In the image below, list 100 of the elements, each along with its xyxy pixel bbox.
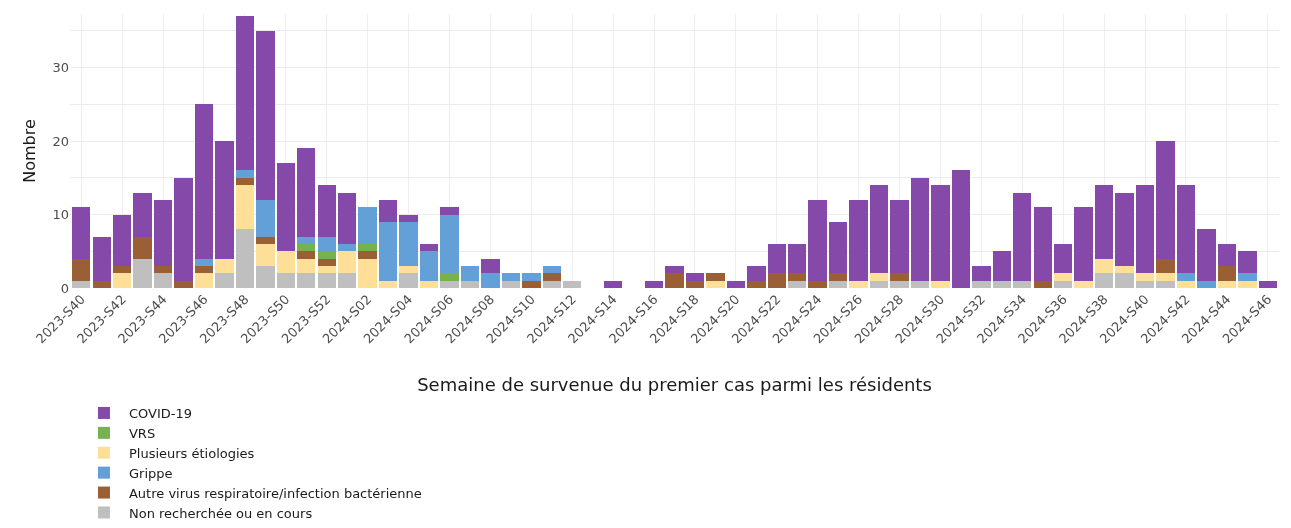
bar: [1013, 280, 1032, 288]
bar: [1156, 280, 1175, 288]
bar: [256, 236, 275, 244]
bar: [1258, 280, 1277, 288]
bar: [174, 177, 193, 281]
bar: [297, 236, 316, 244]
bar: [215, 141, 234, 259]
y-axis-title: Nombre: [20, 119, 40, 183]
bar: [767, 243, 786, 274]
bar: [256, 199, 275, 237]
bar: [890, 199, 909, 274]
bar: [153, 273, 173, 288]
y-tick-label: 30: [52, 60, 69, 76]
bar: [297, 258, 316, 274]
bar: [317, 236, 336, 252]
bar: [153, 265, 173, 274]
bar: [1094, 273, 1114, 288]
bar: [951, 170, 971, 288]
bar: [256, 243, 275, 266]
bar: [194, 265, 214, 274]
bar: [1135, 273, 1155, 281]
bar: [297, 243, 316, 252]
bar: [419, 280, 439, 288]
bar: [931, 185, 950, 281]
bar: [788, 243, 807, 274]
bar: [1156, 141, 1175, 259]
bar: [501, 280, 521, 288]
bar: [1115, 273, 1134, 288]
bar: [747, 265, 766, 281]
bar: [256, 265, 275, 288]
bar: [1156, 273, 1175, 281]
bar: [1197, 229, 1216, 281]
bar: [194, 273, 214, 288]
bar: [1217, 280, 1237, 288]
bar: [542, 265, 561, 274]
bar: [931, 280, 950, 288]
legend-label: Grippe: [128, 465, 173, 481]
bar: [235, 177, 255, 186]
bar: [317, 185, 336, 237]
bar: [419, 251, 439, 281]
bar: [399, 265, 418, 274]
bar: [1115, 192, 1134, 266]
bar: [522, 273, 541, 281]
bar: [235, 229, 255, 288]
bar: [1094, 258, 1114, 274]
bar: [215, 258, 234, 274]
bar: [706, 280, 725, 288]
bar: [297, 148, 316, 237]
bar: [1053, 243, 1073, 274]
bar: [992, 280, 1012, 288]
bar: [706, 273, 725, 281]
bar: [1238, 273, 1257, 281]
bar: [194, 104, 214, 259]
bar: [378, 280, 398, 288]
bar: [133, 192, 152, 237]
bar: [317, 273, 336, 288]
bar: [542, 273, 561, 281]
bar: [481, 258, 500, 274]
bar: [910, 280, 930, 288]
bar: [297, 251, 316, 259]
bar: [317, 265, 336, 274]
bar: [317, 251, 336, 259]
bar: [337, 251, 357, 274]
bar: [849, 199, 868, 281]
bar: [1074, 280, 1093, 288]
bar: [828, 273, 848, 281]
bar: [133, 258, 152, 288]
bar: [1135, 280, 1155, 288]
bar: [72, 258, 91, 281]
legend-label: Non recherchée ou en cours: [128, 505, 313, 521]
bar: [828, 221, 848, 274]
bar: [542, 280, 561, 288]
bar: [419, 243, 439, 252]
bar: [869, 273, 889, 281]
bar: [1176, 280, 1196, 288]
bar: [890, 280, 909, 288]
bar: [685, 273, 705, 281]
bar: [440, 207, 459, 215]
bar: [358, 243, 377, 252]
bar: [112, 265, 132, 274]
bar: [256, 30, 275, 200]
bar: [726, 280, 746, 288]
bar: [317, 258, 336, 266]
bar: [337, 243, 357, 252]
bar: [1053, 273, 1073, 281]
bar: [399, 214, 418, 222]
bar: [808, 199, 827, 281]
bar: [399, 221, 418, 266]
bar: [869, 185, 889, 274]
bar: [501, 273, 521, 281]
bar: [92, 280, 111, 288]
bar: [685, 280, 705, 288]
bar: [1238, 280, 1257, 288]
bar: [481, 273, 500, 288]
bar: [378, 199, 398, 222]
bar: [1115, 265, 1134, 274]
bar: [1033, 207, 1052, 281]
bar: [767, 273, 786, 288]
bar: [174, 280, 193, 288]
bar: [133, 236, 152, 259]
